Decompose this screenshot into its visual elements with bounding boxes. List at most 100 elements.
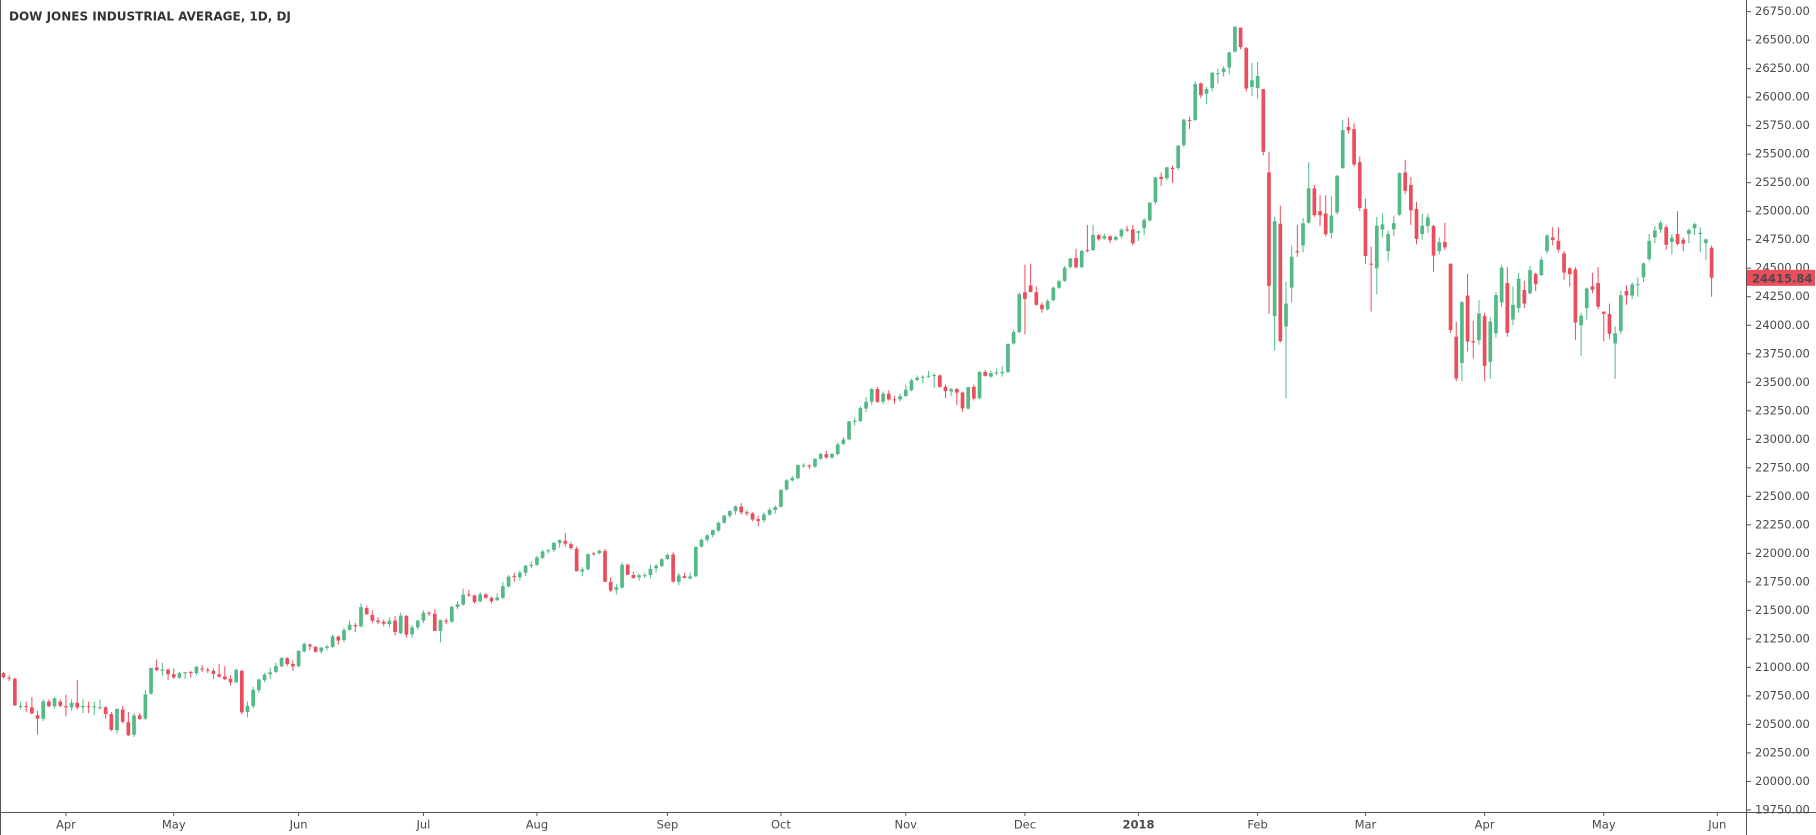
candle-body	[1477, 313, 1481, 341]
candle-body	[1074, 257, 1078, 268]
candle-body	[903, 389, 908, 396]
candle-body	[1250, 80, 1254, 87]
candle-body	[347, 624, 352, 630]
candle-body	[1403, 172, 1408, 191]
candle-body	[291, 663, 295, 667]
candle-body	[1233, 26, 1237, 52]
candle-body	[1102, 236, 1107, 239]
candle-body	[1323, 213, 1328, 235]
candle-body	[149, 667, 153, 694]
candle-body	[886, 393, 891, 400]
candle-body	[1704, 239, 1708, 244]
candle-body	[671, 554, 675, 582]
candle-body	[461, 594, 465, 605]
candle-body	[376, 620, 380, 623]
candle-body	[81, 705, 85, 708]
x-tick-label: Apr	[56, 818, 76, 832]
candle-body	[1556, 240, 1561, 250]
candle-body	[813, 458, 817, 467]
x-tick-label: May	[162, 818, 186, 832]
y-tick-label: 25250.00	[1755, 175, 1810, 189]
candle-body	[188, 671, 193, 673]
candle-body	[177, 673, 182, 678]
candle-body	[1130, 229, 1135, 244]
x-tick-label: Jun	[289, 818, 308, 832]
y-tick-label: 23750.00	[1755, 346, 1810, 360]
candle-body	[608, 581, 613, 591]
candle-body	[1085, 249, 1090, 252]
candle-body	[1482, 316, 1487, 366]
candle-body	[1562, 253, 1566, 273]
candle-body	[1454, 336, 1459, 379]
candle-body	[710, 530, 715, 536]
candle-body	[75, 702, 80, 708]
y-tick-label: 26250.00	[1755, 61, 1810, 75]
candle-body	[438, 620, 443, 631]
y-tick-label: 22250.00	[1755, 517, 1810, 531]
candle-body	[966, 387, 971, 409]
candle-body	[1363, 208, 1368, 256]
candle-body	[824, 454, 829, 458]
candle-body	[1335, 175, 1339, 213]
candle-body	[1670, 237, 1674, 243]
candle-body	[336, 636, 341, 641]
candle-body	[444, 620, 448, 622]
candle-body	[205, 669, 210, 671]
candle-body	[251, 689, 256, 707]
candle-body	[319, 647, 324, 652]
candle-body	[1091, 234, 1095, 250]
candle-body	[222, 676, 227, 680]
candle-body	[1584, 288, 1589, 309]
candle-body	[1006, 343, 1010, 373]
candle-body	[1068, 258, 1073, 268]
candle-body	[364, 608, 369, 615]
candle-body	[682, 576, 687, 578]
candle-body	[1426, 217, 1430, 227]
candle-body	[1369, 263, 1373, 265]
candle-body	[381, 621, 386, 624]
candle-body	[1244, 48, 1249, 89]
candle-body	[994, 372, 999, 374]
candle-body	[64, 706, 68, 708]
candle-body	[920, 376, 925, 378]
candle-body	[977, 372, 982, 399]
y-tick-label: 20750.00	[1755, 688, 1810, 702]
candle-body	[98, 707, 102, 709]
candle-body	[762, 514, 766, 521]
candle-body	[1494, 295, 1498, 334]
candle-body	[529, 564, 534, 566]
candle-body	[654, 565, 658, 569]
candle-body	[546, 550, 551, 552]
candle-body	[455, 604, 460, 607]
candle-body	[410, 627, 414, 635]
candle-body	[915, 377, 919, 380]
candle-body	[1386, 233, 1390, 252]
candle-body	[1357, 162, 1362, 208]
candle-body	[875, 389, 880, 402]
candle-body	[841, 439, 846, 444]
candle-body	[1516, 278, 1521, 309]
candle-body	[1284, 303, 1288, 327]
candle-body	[835, 444, 840, 455]
candle-body	[1567, 268, 1572, 275]
candle-body	[972, 386, 976, 399]
candle-body	[869, 389, 874, 402]
candle-body	[1289, 256, 1294, 288]
candle-body	[665, 554, 670, 560]
candle-body	[1, 673, 6, 678]
candle-body	[171, 674, 176, 678]
y-tick-label: 25500.00	[1755, 147, 1810, 161]
candle-body	[858, 408, 863, 422]
candle-body	[1414, 208, 1419, 239]
candle-body	[1312, 188, 1317, 216]
candle-body	[1590, 286, 1595, 290]
candle-body	[1306, 188, 1311, 223]
candle-body	[512, 576, 517, 578]
candle-body	[1431, 226, 1436, 256]
candle-body	[1505, 283, 1510, 333]
y-tick-label: 24250.00	[1755, 289, 1810, 303]
candle-body	[69, 702, 74, 708]
candle-body	[404, 616, 409, 635]
candle-body	[1147, 202, 1152, 221]
candle-body	[313, 646, 318, 652]
